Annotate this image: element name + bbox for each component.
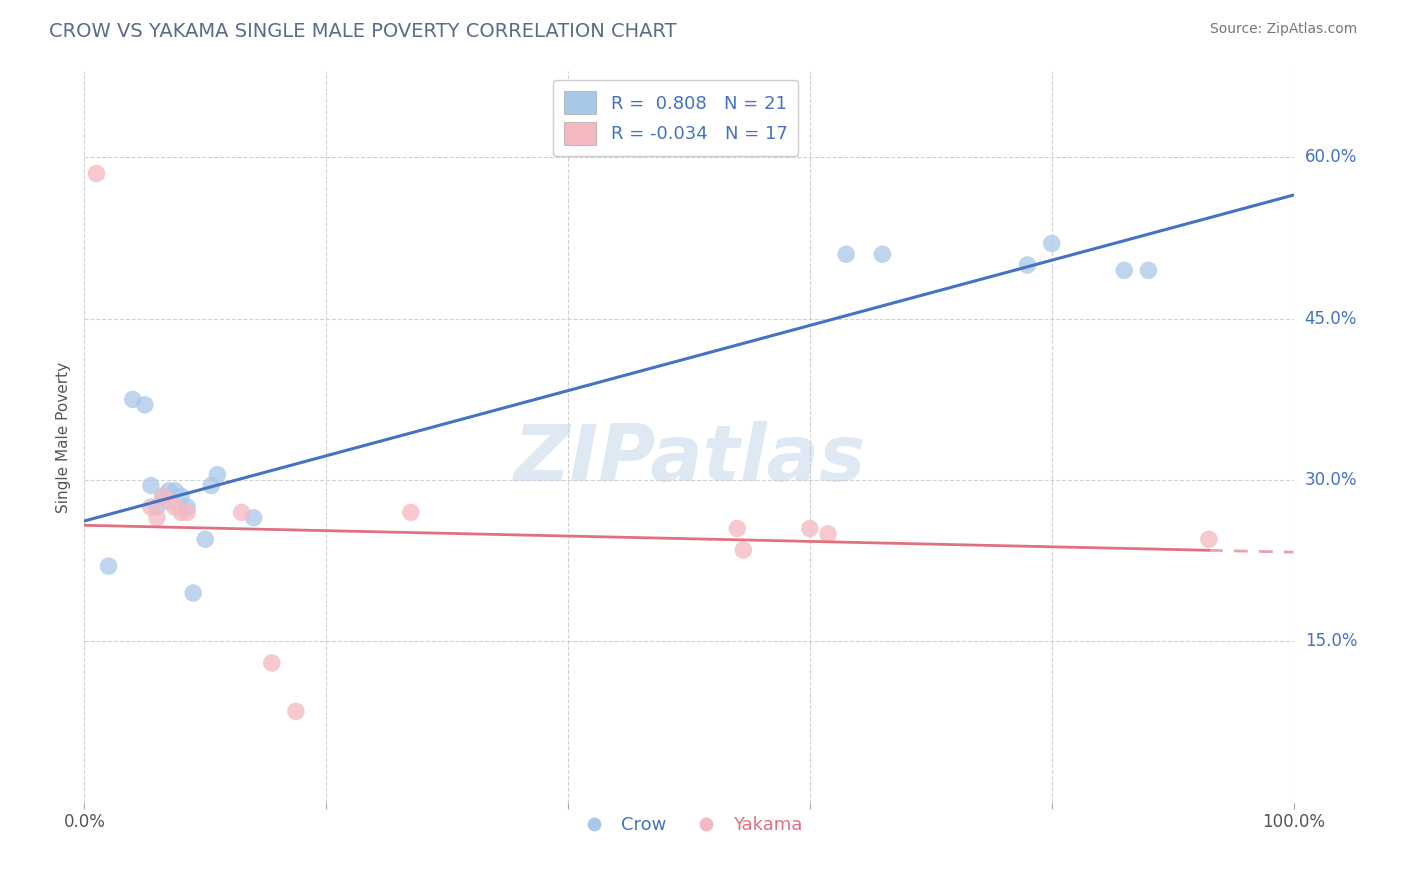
Text: ZIPatlas: ZIPatlas bbox=[513, 421, 865, 497]
Point bbox=[817, 527, 839, 541]
Point bbox=[1114, 263, 1136, 277]
Point bbox=[1137, 263, 1160, 277]
Point bbox=[1198, 533, 1220, 547]
Point bbox=[231, 505, 253, 519]
Point bbox=[1040, 236, 1063, 251]
Text: CROW VS YAKAMA SINGLE MALE POVERTY CORRELATION CHART: CROW VS YAKAMA SINGLE MALE POVERTY CORRE… bbox=[49, 22, 676, 41]
Point bbox=[207, 467, 229, 482]
Point bbox=[284, 705, 308, 719]
Point bbox=[799, 521, 821, 535]
Point bbox=[146, 500, 169, 514]
Text: 45.0%: 45.0% bbox=[1305, 310, 1357, 327]
Point bbox=[157, 494, 180, 508]
Point bbox=[194, 533, 217, 547]
Point bbox=[1017, 258, 1039, 272]
Text: Source: ZipAtlas.com: Source: ZipAtlas.com bbox=[1209, 22, 1357, 37]
Point bbox=[872, 247, 894, 261]
Point bbox=[165, 483, 187, 498]
Point bbox=[176, 500, 198, 514]
Point bbox=[139, 478, 162, 492]
Y-axis label: Single Male Poverty: Single Male Poverty bbox=[56, 361, 72, 513]
Point bbox=[157, 483, 180, 498]
Point bbox=[121, 392, 143, 407]
Point bbox=[176, 505, 198, 519]
Point bbox=[152, 489, 174, 503]
Point bbox=[86, 167, 108, 181]
Point bbox=[139, 500, 162, 514]
Point bbox=[152, 489, 174, 503]
Point bbox=[134, 398, 156, 412]
Point bbox=[835, 247, 858, 261]
Point bbox=[200, 478, 222, 492]
Text: 60.0%: 60.0% bbox=[1305, 148, 1357, 167]
Point bbox=[146, 510, 169, 524]
Point bbox=[733, 543, 755, 558]
Legend: Crow, Yakama: Crow, Yakama bbox=[568, 809, 810, 841]
Point bbox=[242, 510, 264, 524]
Point bbox=[399, 505, 422, 519]
Point bbox=[170, 489, 193, 503]
Point bbox=[260, 656, 283, 670]
Point bbox=[181, 586, 204, 600]
Text: 15.0%: 15.0% bbox=[1305, 632, 1357, 650]
Point bbox=[725, 521, 748, 535]
Text: 30.0%: 30.0% bbox=[1305, 471, 1357, 489]
Point bbox=[97, 559, 120, 574]
Point bbox=[170, 505, 193, 519]
Point bbox=[165, 500, 187, 514]
